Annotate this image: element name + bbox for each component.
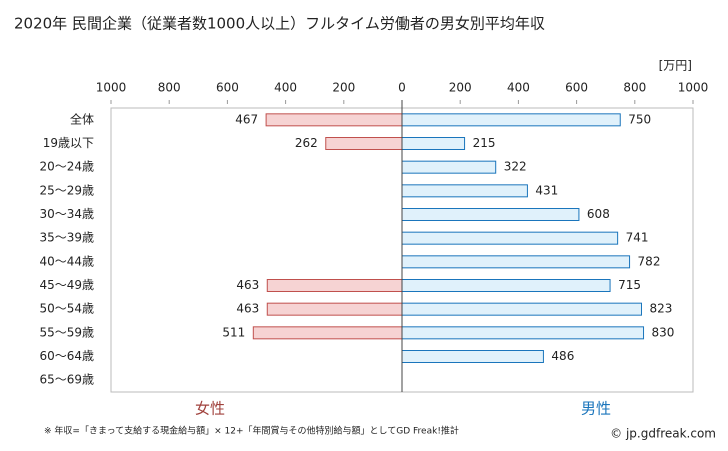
y-tick-label: 25〜29歳 xyxy=(39,183,94,197)
y-tick-label: 全体 xyxy=(70,111,94,126)
bar xyxy=(401,160,497,174)
value-label: 215 xyxy=(473,136,496,150)
y-tick-label: 50〜54歳 xyxy=(39,302,94,316)
value-label: 431 xyxy=(535,183,558,197)
value-label: 463 xyxy=(236,278,259,292)
bar xyxy=(265,113,403,127)
value-label: 467 xyxy=(235,112,258,126)
bar xyxy=(266,279,403,292)
value-label: 608 xyxy=(587,207,610,221)
chart-title: 2020年 民間企業（従業者数1000人以上）フルタイム労働者の男女別平均年収 xyxy=(14,15,545,33)
value-label: 823 xyxy=(649,302,672,316)
x-tick-label: 600 xyxy=(216,81,239,95)
bar xyxy=(401,137,466,150)
bar xyxy=(401,184,528,198)
bar xyxy=(401,113,621,127)
y-tick-label: 19歳以下 xyxy=(43,136,94,150)
bar xyxy=(325,137,403,150)
bar xyxy=(401,231,619,245)
unit-label: [万円] xyxy=(659,59,692,73)
bar xyxy=(401,279,611,292)
y-tick-label: 35〜39歳 xyxy=(39,231,94,245)
bar xyxy=(266,302,403,316)
y-tick-label: 20〜24歳 xyxy=(39,160,94,174)
bar xyxy=(401,350,544,363)
value-label: 486 xyxy=(551,349,574,363)
legend-label: 男性 xyxy=(581,400,611,418)
x-tick-label: 400 xyxy=(274,81,297,95)
bar xyxy=(401,326,645,340)
x-tick-label: 1000 xyxy=(678,81,709,95)
bar xyxy=(401,302,642,316)
x-tick-label: 600 xyxy=(565,81,588,95)
bar xyxy=(252,326,403,340)
value-label: 750 xyxy=(628,112,651,126)
x-tick-label: 400 xyxy=(507,81,530,95)
footnote: ※ 年収=「きまって支給する現金給与額」× 12+「年間賞与その他特別給与額」と… xyxy=(44,425,459,437)
x-tick-label: 0 xyxy=(398,81,406,95)
x-tick-label: 800 xyxy=(623,81,646,95)
y-tick-label: 45〜49歳 xyxy=(39,278,94,292)
y-tick-label: 65〜69歳 xyxy=(39,373,94,387)
bar xyxy=(401,255,631,269)
value-label: 511 xyxy=(222,325,245,339)
value-label: 782 xyxy=(638,254,661,268)
value-label: 741 xyxy=(626,231,649,245)
x-tick-label: 200 xyxy=(449,81,472,95)
value-label: 262 xyxy=(295,136,318,150)
y-tick-label: 30〜34歳 xyxy=(39,207,94,221)
source: © jp.gdfreak.com xyxy=(610,427,716,441)
value-label: 830 xyxy=(652,325,675,339)
x-tick-label: 200 xyxy=(332,81,355,95)
y-tick-label: 40〜44歳 xyxy=(39,254,94,268)
x-tick-label: 1000 xyxy=(96,81,127,95)
y-tick-label: 55〜59歳 xyxy=(39,325,94,339)
y-tick-label: 60〜64歳 xyxy=(39,349,94,363)
x-tick-label: 800 xyxy=(158,81,181,95)
value-label: 463 xyxy=(236,302,259,316)
value-label: 322 xyxy=(504,160,527,174)
bar xyxy=(401,208,580,221)
value-label: 715 xyxy=(618,278,641,292)
legend-label: 女性 xyxy=(195,400,225,418)
